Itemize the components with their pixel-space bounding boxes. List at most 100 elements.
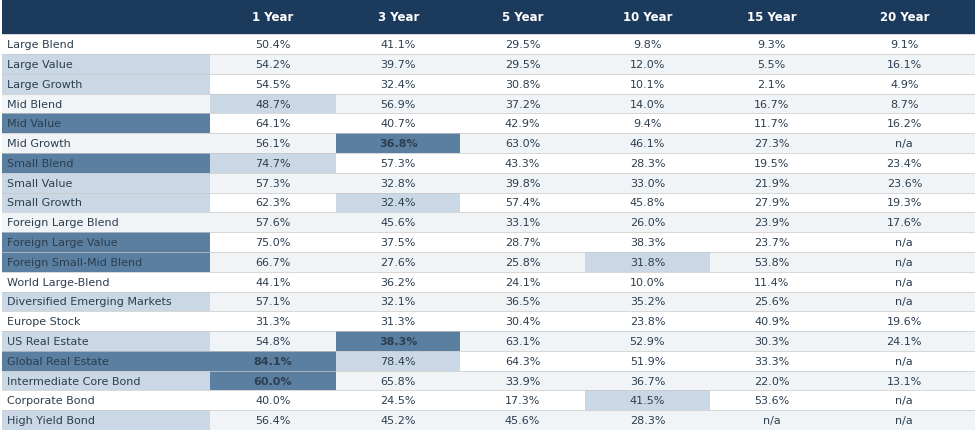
Bar <box>2 371 975 390</box>
Text: 65.8%: 65.8% <box>380 376 416 386</box>
Text: World Large-Blend: World Large-Blend <box>7 277 109 287</box>
Text: 38.3%: 38.3% <box>630 237 665 248</box>
Bar <box>2 233 210 252</box>
Text: 35.2%: 35.2% <box>630 297 665 307</box>
Text: 33.0%: 33.0% <box>630 178 665 188</box>
Text: 16.1%: 16.1% <box>886 60 922 70</box>
Text: Large Growth: Large Growth <box>7 80 82 89</box>
Text: 42.9%: 42.9% <box>505 119 540 129</box>
Text: 29.5%: 29.5% <box>505 60 540 70</box>
Bar <box>2 173 210 193</box>
Text: 27.3%: 27.3% <box>754 139 790 149</box>
Bar <box>210 154 336 173</box>
Text: 10.0%: 10.0% <box>630 277 665 287</box>
Text: 62.3%: 62.3% <box>255 198 291 208</box>
Bar <box>2 331 975 351</box>
Text: 32.8%: 32.8% <box>380 178 416 188</box>
Text: n/a: n/a <box>895 415 914 425</box>
Text: 28.3%: 28.3% <box>630 415 665 425</box>
Text: 57.3%: 57.3% <box>380 159 416 169</box>
Text: 30.8%: 30.8% <box>505 80 540 89</box>
Text: 53.8%: 53.8% <box>754 257 790 267</box>
Text: 27.9%: 27.9% <box>754 198 790 208</box>
Text: Mid Blend: Mid Blend <box>7 99 62 109</box>
Text: 23.9%: 23.9% <box>754 218 790 228</box>
Text: 32.4%: 32.4% <box>380 198 416 208</box>
Text: 8.7%: 8.7% <box>890 99 918 109</box>
Text: 23.4%: 23.4% <box>886 159 922 169</box>
Text: 14.0%: 14.0% <box>630 99 665 109</box>
Text: 10.1%: 10.1% <box>630 80 665 89</box>
Text: 9.3%: 9.3% <box>758 40 786 50</box>
Bar <box>2 312 975 331</box>
Text: n/a: n/a <box>895 237 914 248</box>
Text: n/a: n/a <box>762 415 781 425</box>
Text: 31.3%: 31.3% <box>255 316 291 326</box>
Text: 52.9%: 52.9% <box>630 336 665 346</box>
Text: n/a: n/a <box>895 139 914 149</box>
Bar <box>585 0 710 35</box>
Text: 54.2%: 54.2% <box>255 60 291 70</box>
Text: 24.5%: 24.5% <box>380 396 416 405</box>
Bar <box>210 95 336 114</box>
Text: 28.3%: 28.3% <box>630 159 665 169</box>
Bar <box>336 134 460 154</box>
Text: 50.4%: 50.4% <box>255 40 291 50</box>
Text: 39.7%: 39.7% <box>380 60 416 70</box>
Text: 84.1%: 84.1% <box>254 356 292 366</box>
Text: 39.8%: 39.8% <box>505 178 540 188</box>
Bar <box>2 213 975 233</box>
Text: 57.4%: 57.4% <box>505 198 540 208</box>
Text: 9.1%: 9.1% <box>890 40 918 50</box>
Text: 30.4%: 30.4% <box>505 316 540 326</box>
Text: 27.6%: 27.6% <box>380 257 416 267</box>
Text: 43.3%: 43.3% <box>505 159 540 169</box>
Text: 45.8%: 45.8% <box>630 198 665 208</box>
Text: 17.3%: 17.3% <box>505 396 540 405</box>
Text: 38.3%: 38.3% <box>379 336 417 346</box>
Text: 64.3%: 64.3% <box>505 356 540 366</box>
Text: 57.3%: 57.3% <box>255 178 291 188</box>
Text: Global Real Estate: Global Real Estate <box>7 356 108 366</box>
Text: 60.0%: 60.0% <box>254 376 292 386</box>
Text: 19.3%: 19.3% <box>886 198 922 208</box>
Text: 33.3%: 33.3% <box>754 356 790 366</box>
Text: 29.5%: 29.5% <box>505 40 540 50</box>
Text: 5 Year: 5 Year <box>502 11 543 24</box>
Text: 25.8%: 25.8% <box>505 257 540 267</box>
Text: 36.7%: 36.7% <box>630 376 665 386</box>
Bar <box>210 371 336 390</box>
Text: 64.1%: 64.1% <box>255 119 291 129</box>
Text: Foreign Large Value: Foreign Large Value <box>7 237 117 248</box>
Text: 1 Year: 1 Year <box>253 11 293 24</box>
Bar <box>2 331 210 351</box>
Text: 36.8%: 36.8% <box>379 139 417 149</box>
Text: 30.3%: 30.3% <box>754 336 790 346</box>
Text: 53.6%: 53.6% <box>754 396 790 405</box>
Text: n/a: n/a <box>895 277 914 287</box>
Bar <box>2 252 975 272</box>
Text: 56.1%: 56.1% <box>255 139 291 149</box>
Text: 22.0%: 22.0% <box>754 376 790 386</box>
Text: n/a: n/a <box>895 356 914 366</box>
Bar <box>585 252 710 272</box>
Text: 57.6%: 57.6% <box>255 218 291 228</box>
Text: 10 Year: 10 Year <box>623 11 672 24</box>
Bar <box>2 154 210 173</box>
Text: 20 Year: 20 Year <box>879 11 929 24</box>
Bar <box>336 0 460 35</box>
Bar <box>585 390 710 410</box>
Bar <box>2 410 210 430</box>
Bar <box>2 390 975 410</box>
Text: Large Value: Large Value <box>7 60 72 70</box>
Text: 78.4%: 78.4% <box>380 356 416 366</box>
Bar <box>2 154 975 173</box>
Text: Corporate Bond: Corporate Bond <box>7 396 95 405</box>
Text: Europe Stock: Europe Stock <box>7 316 80 326</box>
Text: 63.1%: 63.1% <box>505 336 540 346</box>
Text: 40.7%: 40.7% <box>380 119 416 129</box>
Bar <box>2 272 975 292</box>
Bar <box>2 134 975 154</box>
Text: 28.7%: 28.7% <box>505 237 540 248</box>
Bar <box>2 193 975 213</box>
